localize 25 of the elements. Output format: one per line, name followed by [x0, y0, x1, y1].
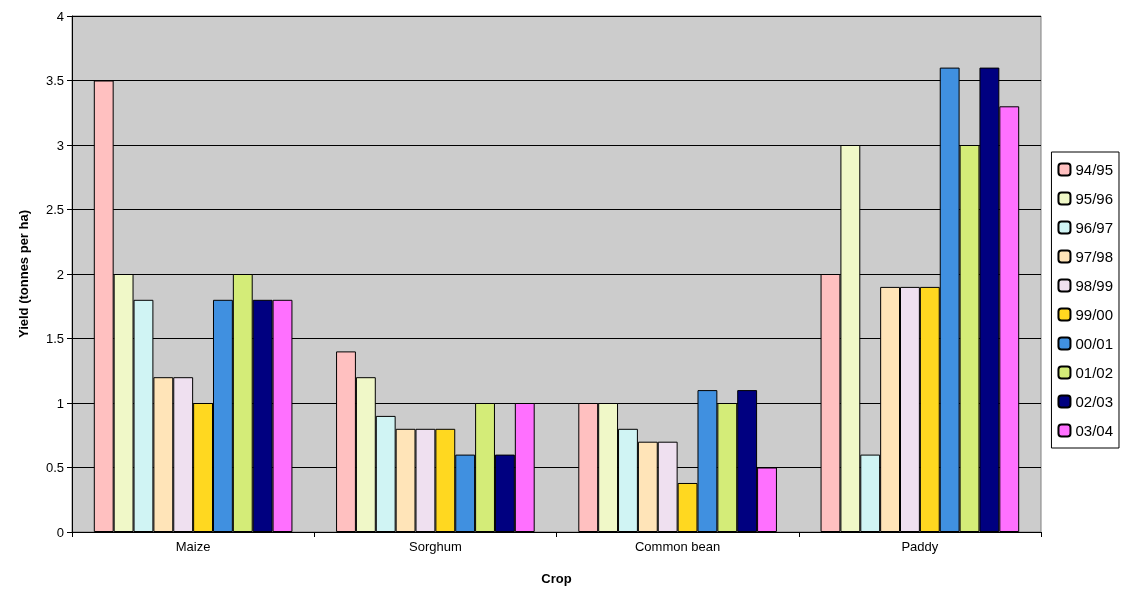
- y-tick-label: 3: [56, 137, 64, 153]
- y-tick-label: 4: [56, 8, 64, 24]
- x-axis-title: Crop: [541, 571, 572, 586]
- y-tick-label: 2: [56, 266, 64, 282]
- legend-label: 99/00: [1075, 306, 1114, 323]
- y-tick-label: 3.5: [45, 73, 64, 88]
- legend-label: 94/95: [1075, 161, 1114, 178]
- legend-label: 96/97: [1075, 219, 1114, 236]
- y-tick-label: 2.5: [45, 202, 64, 217]
- legend-label: 01/02: [1075, 364, 1114, 381]
- y-tick-label: 0.5: [45, 460, 64, 475]
- legend-label: 00/01: [1075, 335, 1114, 352]
- x-tick-label: Paddy: [901, 539, 939, 554]
- y-tick-label: 1: [56, 395, 64, 411]
- legend-label: 95/96: [1075, 190, 1114, 207]
- legend-label: 97/98: [1075, 248, 1114, 265]
- y-tick-label: 1.5: [45, 331, 64, 346]
- y-tick-label: 0: [56, 524, 64, 540]
- x-tick-label: Maize: [175, 539, 211, 554]
- y-axis-title: Yield (tonnes per ha): [16, 209, 31, 339]
- x-tick-label: Sorghum: [409, 539, 462, 554]
- legend-label: 98/99: [1075, 277, 1114, 294]
- legend-label: 02/03: [1075, 393, 1114, 410]
- x-tick-label: Common bean: [634, 539, 721, 554]
- legend-label: 03/04: [1075, 422, 1114, 439]
